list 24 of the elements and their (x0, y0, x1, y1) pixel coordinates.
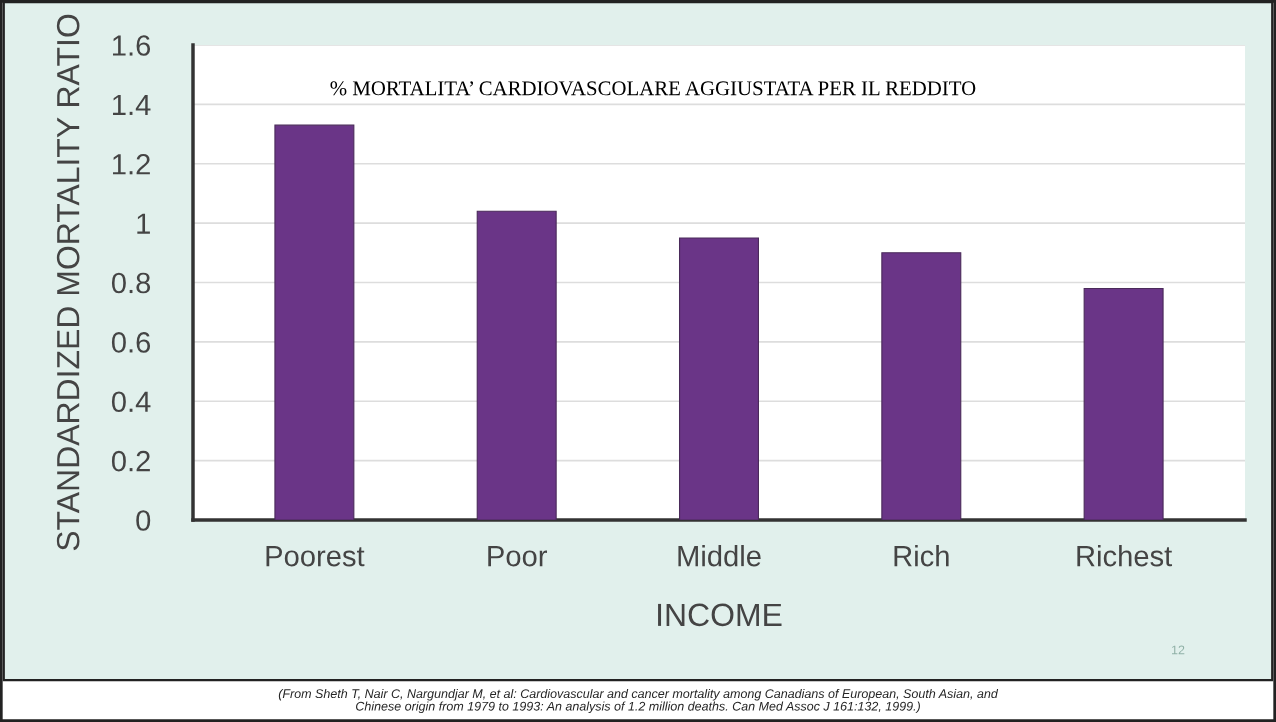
y-tick-label: 0 (136, 510, 151, 531)
x-tick-label: Rich (894, 545, 949, 567)
x-tick-label: Poorest (266, 546, 365, 567)
x-tick-label: Richest (1077, 545, 1173, 567)
x-axis-title: INCOME (658, 603, 782, 627)
y-tick-label: 1.6 (113, 35, 151, 56)
y-tick-label: 1 (137, 213, 150, 234)
y-tick-label: 0.8 (111, 272, 151, 294)
y-tick-label: 1.4 (113, 94, 151, 115)
y-tick-label: 0.2 (111, 450, 150, 472)
text: % MORTALITA’ CARDIOVASCOLARE AGGIUSTATA PER IL REDDITO (330, 81, 976, 96)
x-tick-label: Middle (678, 545, 761, 567)
y-axis-title: STANDARDIZED MORTALITY RATIO (56, 14, 80, 551)
x-tick-label: Poor (488, 546, 548, 567)
y-tick-label: 0.6 (111, 332, 151, 353)
y-tick-label: 0.4 (111, 391, 151, 413)
bar (476, 210, 557, 520)
text: 12 (1172, 645, 1185, 655)
text: (From Sheth T, Nair C, Nargundjar M, et al: Cardiovascular and cancer mortality among Canadians of European, South Asian, and Chinese origin from 1979 to 1993: An analysis of 1.2 million deaths. Can Med Assoc J 161:132, 1999.) (278, 688, 999, 714)
y-tick-label: 1.2 (113, 153, 150, 175)
bar (274, 124, 355, 520)
bar (881, 252, 962, 520)
bar (1083, 287, 1164, 520)
bar (678, 237, 760, 520)
